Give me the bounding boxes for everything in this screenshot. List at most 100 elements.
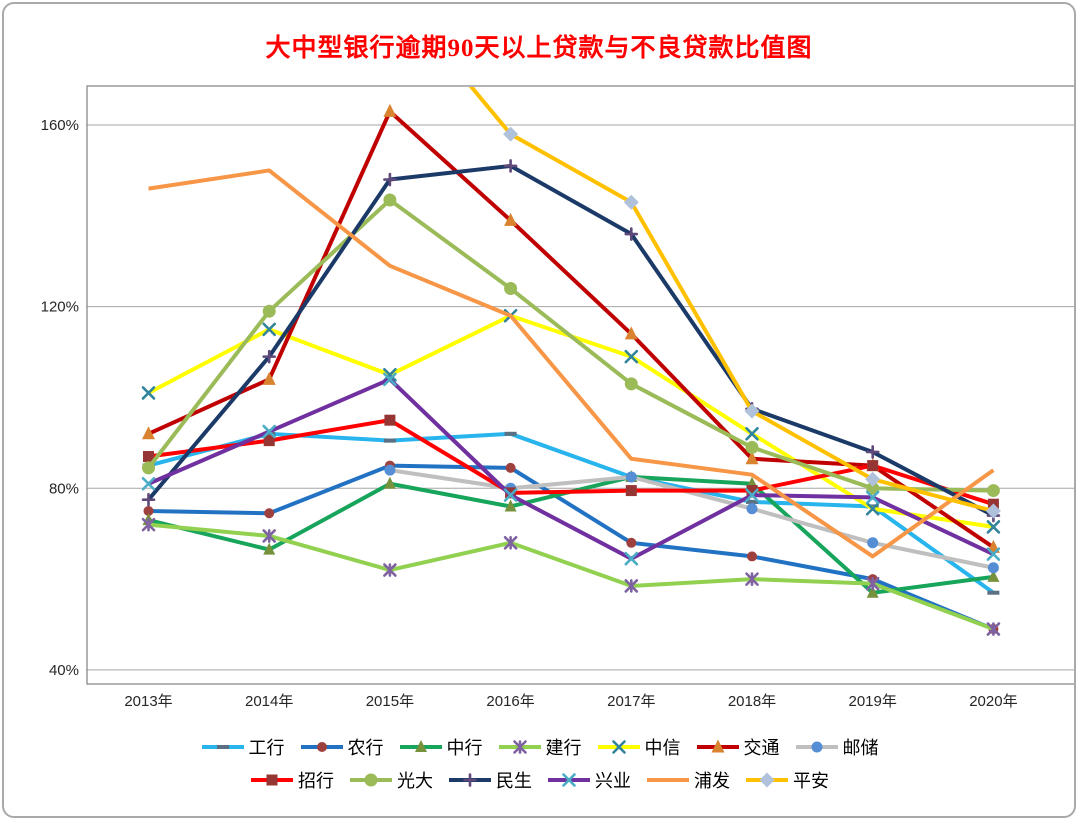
data-point-marker-diamond (865, 471, 881, 487)
series-line-ceb (146, 197, 994, 493)
series-pab (468, 87, 1001, 519)
plot-border (86, 85, 1074, 685)
legend-label-spdb: 浦发 (694, 771, 730, 791)
legend-key-icon-pab (746, 772, 788, 788)
data-point-marker-diamond (985, 503, 1001, 519)
data-point-marker-x (745, 427, 759, 441)
data-point-marker-plus (624, 227, 639, 241)
series-cib (141, 372, 1001, 566)
legend-item-abc: 农行 (299, 734, 384, 760)
data-point-marker-asterisk (383, 563, 397, 577)
data-point-marker-dash (987, 590, 1000, 595)
data-point-marker-triangle (745, 451, 759, 465)
legend-key-icon-citic (597, 740, 640, 754)
data-point-marker-triangle (711, 739, 724, 753)
legend-label-cmb: 招行 (298, 771, 334, 791)
legend-key-icon-cmbc (449, 773, 491, 787)
data-point-marker-circle (867, 537, 879, 549)
data-point-marker-triangle (866, 585, 879, 598)
data-point-marker-triangle (624, 326, 638, 340)
data-point-marker-circle (625, 471, 637, 483)
data-point-marker-circle (745, 440, 759, 454)
data-point-marker-dash (504, 431, 517, 436)
data-point-marker-asterisk (503, 535, 518, 550)
legend-key-icon-ccb (498, 740, 541, 754)
data-point-marker-asterisk (745, 572, 759, 586)
data-point-marker-asterisk (262, 529, 276, 543)
data-point-marker-diamond (744, 403, 760, 419)
data-point-marker-x (503, 488, 518, 502)
data-point-marker-triangle (383, 476, 396, 489)
data-point-marker-circle (504, 282, 518, 296)
data-point-marker-circle (986, 484, 1000, 498)
data-point-marker-x (262, 322, 276, 337)
data-point-marker-diamond (503, 126, 519, 142)
data-point-marker-circle (143, 506, 154, 517)
data-point-marker-x (383, 372, 397, 387)
data-point-marker-triangle (414, 740, 427, 752)
data-point-marker-x (624, 349, 639, 364)
data-point-marker-square (143, 451, 154, 463)
legend-label-ceb: 光大 (397, 771, 433, 791)
line-chart-plot: 40% 80% 120% 160% 2013年 2014年 2015年 2016年 2017年 2… (41, 85, 1074, 710)
legend-key-icon-boc (399, 740, 442, 752)
data-point-marker-dash (263, 431, 276, 436)
series-line-cib (147, 377, 995, 561)
x-axis-label-2018年: 2018年 (728, 693, 776, 710)
legend-label-boc: 中行 (446, 738, 483, 758)
data-point-marker-diamond (623, 194, 639, 210)
series-line-pab (468, 87, 994, 513)
data-point-marker-asterisk (624, 579, 639, 593)
legend-key-icon-spdb (647, 778, 689, 782)
data-point-marker-triangle (263, 542, 276, 555)
series-ccb (141, 517, 1001, 636)
legend-label-ccb: 建行 (545, 738, 582, 758)
series-line-boc (148, 474, 994, 595)
data-point-marker-square (384, 414, 396, 426)
y-axis-label-40%: 40% (49, 662, 79, 679)
x-axis-label-2013年: 2013年 (124, 693, 172, 710)
legend-label-psbc: 邮储 (842, 738, 879, 758)
data-point-marker-plus (262, 349, 276, 364)
data-point-marker-triangle (987, 569, 1000, 582)
series-line-bocom (147, 109, 995, 549)
data-point-marker-plus (463, 773, 477, 787)
legend-key-icon-ceb (350, 773, 392, 787)
legend-item-psbc: 邮储 (794, 734, 879, 760)
legend-item-bocom: 交通 (695, 734, 780, 760)
data-point-marker-plus (503, 159, 518, 173)
data-point-marker-triangle (383, 103, 397, 117)
data-point-marker-circle (142, 461, 155, 475)
legend-row-1: 工行 农行 中行 建行 中信 交通 邮储 (193, 734, 886, 760)
x-axis-label-2016年: 2016年 (486, 693, 534, 710)
x-axis-label-2015年: 2015年 (366, 693, 414, 710)
data-point-marker-x (141, 386, 156, 400)
data-point-marker-square (263, 435, 275, 447)
chart-legend: 工行 农行 中行 建行 中信 交通 邮储 招行 光大 民生 兴业 浦发 平安 (4, 734, 1074, 793)
legend-label-citic: 中信 (644, 738, 681, 758)
data-point-marker-circle (264, 508, 275, 519)
legend-key-icon-cib (548, 773, 590, 787)
data-point-marker-circle (811, 741, 822, 753)
legend-key-icon-icbc (201, 745, 244, 749)
data-point-marker-circle (316, 742, 327, 752)
data-point-marker-circle (626, 537, 637, 548)
data-point-marker-triangle (262, 371, 276, 385)
legend-label-pab: 平安 (793, 771, 829, 791)
series-line-psbc (389, 468, 994, 570)
x-axis-label-2017年: 2017年 (607, 693, 655, 710)
legend-label-icbc: 工行 (248, 738, 285, 758)
legend-key-icon-psbc (795, 741, 838, 753)
data-point-marker-square (625, 485, 637, 497)
series-line-ccb (148, 522, 995, 631)
data-point-marker-circle (747, 551, 757, 562)
legend-item-citic: 中信 (596, 734, 681, 760)
data-point-marker-triangle (142, 426, 155, 440)
data-point-marker-dash (216, 745, 229, 749)
data-point-marker-circle (624, 377, 638, 391)
data-point-marker-x (383, 367, 397, 382)
x-axis-label-2020年: 2020年 (969, 693, 1017, 710)
legend-item-ceb: 光大 (348, 767, 433, 793)
data-point-marker-x (611, 740, 626, 754)
data-point-marker-dash (746, 499, 758, 504)
